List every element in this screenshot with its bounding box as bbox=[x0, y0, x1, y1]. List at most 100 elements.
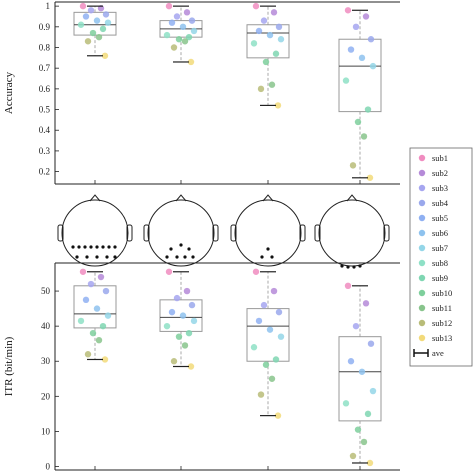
y-tick-label: 0.4 bbox=[39, 125, 51, 135]
data-point bbox=[277, 333, 285, 340]
data-point bbox=[255, 317, 263, 325]
data-point bbox=[366, 174, 374, 181]
data-point bbox=[349, 162, 357, 169]
legend-label: sub12 bbox=[432, 318, 452, 328]
data-point bbox=[277, 36, 285, 43]
y-axis-label: Accuracy bbox=[3, 71, 15, 114]
data-point bbox=[187, 363, 195, 370]
data-point bbox=[272, 356, 280, 363]
electrode bbox=[346, 265, 350, 269]
data-point bbox=[274, 412, 282, 419]
data-point bbox=[179, 23, 187, 31]
data-point bbox=[170, 44, 178, 51]
data-point bbox=[257, 391, 265, 398]
data-point bbox=[95, 336, 103, 344]
ear-right bbox=[212, 224, 219, 242]
data-point bbox=[270, 9, 278, 16]
head-map bbox=[230, 194, 306, 267]
data-point bbox=[257, 85, 265, 93]
data-point bbox=[77, 317, 85, 325]
electrode bbox=[266, 247, 270, 251]
y-tick-label: 0.8 bbox=[39, 43, 51, 53]
electrode bbox=[352, 265, 356, 269]
legend-marker bbox=[418, 244, 426, 252]
data-point bbox=[101, 356, 109, 363]
ear-right bbox=[383, 224, 390, 242]
legend-label: sub10 bbox=[432, 288, 452, 298]
head-map bbox=[143, 194, 219, 267]
ear-right bbox=[299, 224, 306, 242]
y-axis-label: ITR (bit/min) bbox=[3, 336, 15, 396]
data-point bbox=[250, 40, 258, 47]
data-point bbox=[358, 368, 366, 375]
legend-label: sub4 bbox=[432, 198, 449, 208]
data-point bbox=[275, 308, 283, 316]
box-group bbox=[159, 268, 203, 370]
data-point bbox=[342, 77, 350, 84]
electrode bbox=[358, 264, 362, 268]
box-group bbox=[159, 2, 203, 66]
y-tick-label: 0.2 bbox=[39, 167, 50, 177]
data-point bbox=[262, 361, 270, 368]
electrode bbox=[260, 255, 264, 259]
nose bbox=[175, 194, 187, 202]
legend-marker bbox=[418, 199, 426, 207]
electrode bbox=[169, 247, 173, 251]
data-point bbox=[190, 317, 198, 325]
data-point bbox=[102, 287, 110, 295]
data-point bbox=[188, 301, 196, 309]
ear-left bbox=[143, 224, 150, 242]
y-tick-label: 0.5 bbox=[39, 105, 51, 115]
ear-right bbox=[126, 224, 133, 242]
data-point bbox=[344, 7, 352, 14]
box-group bbox=[73, 2, 117, 59]
legend-marker bbox=[418, 214, 426, 222]
data-point bbox=[99, 322, 107, 330]
data-point bbox=[268, 375, 276, 382]
data-point bbox=[250, 344, 258, 351]
data-point bbox=[367, 36, 375, 43]
accuracy-plot: 0.2 0.3 0.4 0.5 0.6 0.7 0.8 0.9 1 Accuracy bbox=[3, 1, 400, 185]
data-point bbox=[354, 118, 362, 126]
data-point bbox=[252, 268, 260, 275]
data-point bbox=[190, 27, 198, 35]
data-point bbox=[79, 268, 87, 275]
data-point bbox=[187, 58, 195, 66]
data-point bbox=[272, 50, 280, 57]
y-tick-label: 0.3 bbox=[39, 146, 51, 156]
box-group bbox=[338, 7, 382, 181]
electrode bbox=[187, 247, 191, 251]
legend-label: sub1 bbox=[432, 153, 448, 163]
ear-left bbox=[314, 224, 321, 242]
data-point bbox=[181, 38, 189, 45]
legend-marker bbox=[418, 154, 426, 162]
data-point bbox=[82, 13, 90, 20]
electrode bbox=[165, 255, 169, 259]
data-point bbox=[183, 287, 191, 295]
data-point bbox=[262, 58, 270, 66]
legend-label: sub11 bbox=[432, 303, 452, 313]
data-point bbox=[97, 273, 105, 281]
y-tick-label: 0.6 bbox=[39, 84, 51, 94]
legend-marker bbox=[418, 229, 426, 237]
box bbox=[338, 336, 382, 422]
y-tick-label: 0.7 bbox=[39, 63, 51, 73]
electrode bbox=[179, 243, 183, 247]
legend: sub1 sub2 sub3 sub4 sub5 sub6 sub7 sub8 sub9 sub1… bbox=[409, 147, 473, 367]
electrode bbox=[183, 255, 187, 259]
data-point bbox=[87, 280, 95, 288]
data-point bbox=[79, 2, 87, 10]
nose bbox=[89, 194, 101, 202]
box bbox=[73, 285, 117, 329]
data-point bbox=[366, 459, 374, 467]
data-point bbox=[266, 31, 274, 39]
data-point bbox=[354, 426, 362, 433]
legend-label: sub6 bbox=[432, 228, 448, 238]
data-point bbox=[274, 102, 282, 109]
head-outline bbox=[234, 199, 302, 267]
head-map bbox=[314, 194, 390, 269]
data-point bbox=[175, 333, 183, 340]
data-point bbox=[358, 54, 366, 62]
electrode bbox=[270, 255, 274, 259]
